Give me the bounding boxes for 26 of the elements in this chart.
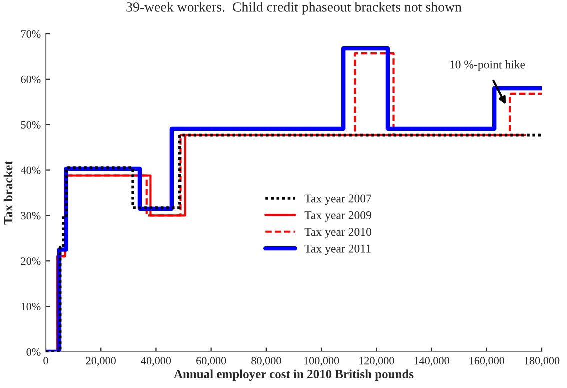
y-tick-label: 30% — [21, 212, 41, 220]
legend-label: Tax year 2011 — [304, 244, 371, 256]
y-tick-label: 60% — [21, 76, 41, 84]
annotation: 10 %-point hike — [450, 60, 526, 72]
y-tick-label: 0% — [26, 348, 41, 356]
x-tick-label: 20,000 — [86, 357, 116, 366]
y-tick-label: 50% — [21, 121, 41, 129]
x-tick-label: 160,000 — [470, 357, 505, 366]
x-tick-label: 140,000 — [414, 357, 450, 366]
y-tick-label: 70% — [22, 30, 41, 38]
legend-label: Tax year 2009 — [304, 211, 372, 222]
y-tick-label: 20% — [21, 258, 41, 266]
chart-title: 39-week workers. Child credit phaseout brackets not shown — [126, 2, 462, 15]
x-tick-label: 80,000 — [252, 357, 282, 366]
x-tick-label: 60,000 — [196, 357, 226, 366]
x-tick-label: 120,000 — [360, 357, 394, 366]
x-tick-label: 100,000 — [304, 357, 340, 366]
legend-label: Tax year 2007 — [304, 194, 372, 206]
x-tick-label: 40,000 — [141, 357, 172, 366]
y-axis-title: Tax bracket — [4, 161, 13, 225]
x-tick-label: 0 — [44, 357, 48, 365]
x-axis-title: Annual employer cost in 2010 British pounds — [174, 370, 414, 382]
y-tick-label: 10% — [22, 303, 41, 311]
x-tick-label: 180,000 — [524, 357, 560, 366]
legend-label: Tax year 2010 — [304, 228, 372, 239]
y-tick-label: 40% — [20, 166, 41, 174]
